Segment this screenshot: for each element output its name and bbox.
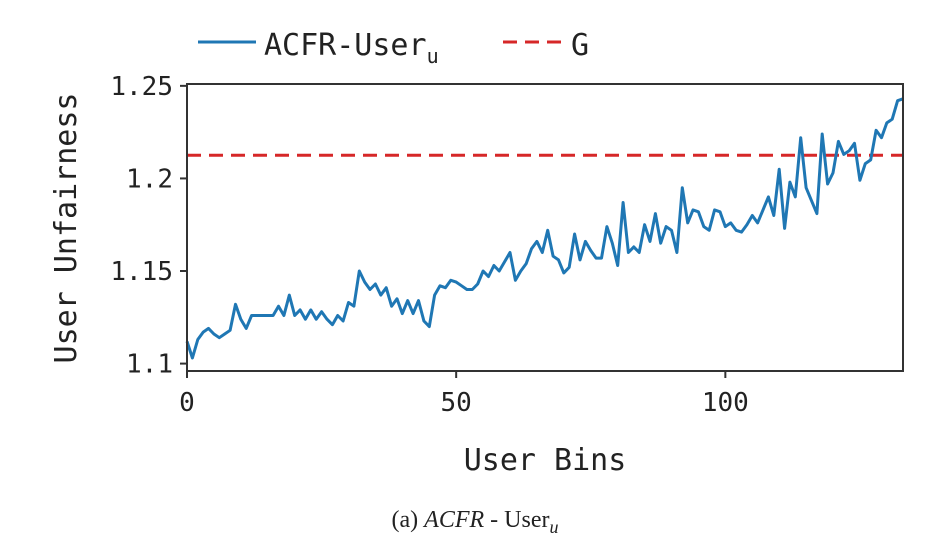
x-tick-label: 50 <box>441 388 472 418</box>
x-axis-label: User Bins <box>464 443 627 478</box>
legend: ACFR-Useru G <box>198 28 589 68</box>
y-axis-label: User Unfairness <box>49 93 84 364</box>
y-tick-label: 1.15 <box>110 257 173 287</box>
x-tick-label: 100 <box>702 388 749 418</box>
y-tick-label: 1.1 <box>126 350 173 380</box>
plot-area: 0 50 100 1.1 1.15 1.2 1.25 <box>110 72 904 418</box>
y-tick-label: 1.25 <box>110 72 173 102</box>
figure-caption: (a) ACFR - Useru <box>392 507 559 537</box>
legend-label-acfr-user: ACFR-Useru <box>264 28 439 68</box>
x-tick-label: 0 <box>179 388 195 418</box>
legend-label-g: G <box>571 28 589 63</box>
y-tick-label: 1.2 <box>126 164 173 194</box>
plot-frame <box>186 83 904 372</box>
series-acfr-user-line <box>185 97 904 360</box>
